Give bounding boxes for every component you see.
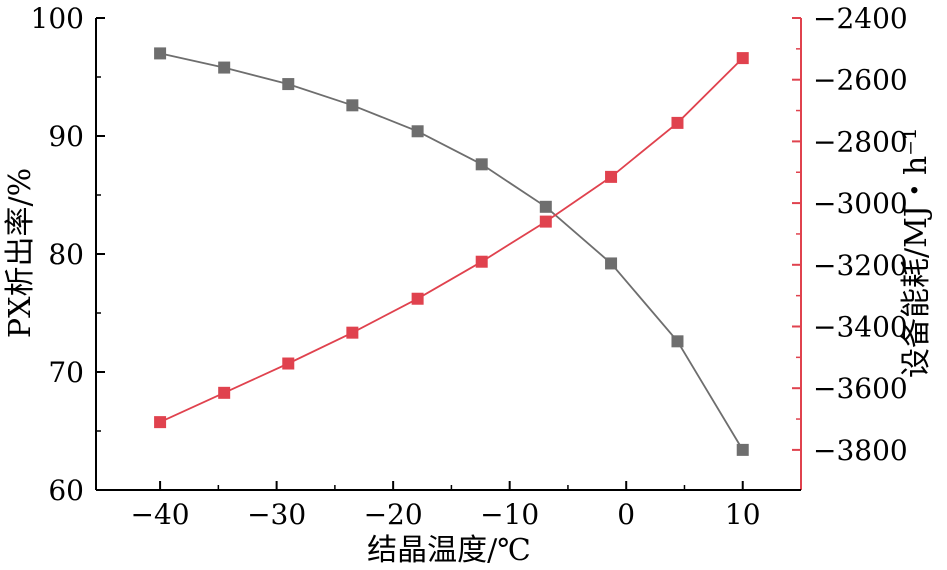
series-1-point	[346, 99, 359, 112]
series-2-point	[218, 386, 231, 399]
right-tick-label: −3400	[813, 310, 908, 343]
bottom-tick-label: −20	[364, 498, 423, 531]
series-1-point	[218, 61, 231, 74]
left-tick-label: 60	[48, 474, 84, 507]
series-1-point	[475, 158, 488, 171]
bottom-tick-label: 10	[725, 498, 761, 531]
series-1-point	[736, 443, 749, 456]
series-2-point	[605, 170, 618, 183]
left-tick-label: 70	[48, 356, 84, 389]
series-1-point	[411, 125, 424, 138]
series-1-point	[671, 335, 684, 348]
x-axis-label: 结晶温度/℃	[367, 533, 531, 568]
right-axis: −3800 −3600 −3400 −3200 −3000 −2800 −2600 −2400	[792, 2, 908, 490]
left-tick-label: 80	[48, 238, 84, 271]
series-layer	[154, 47, 749, 456]
series-1-point	[154, 47, 167, 60]
y-axis-left-label: PX析出率/%	[3, 168, 38, 338]
series-2-point	[539, 215, 552, 228]
bottom-axis: −40 −30 −20 −10 0 10	[96, 481, 801, 531]
series-2-point	[475, 255, 488, 268]
right-tick-label: −3600	[813, 372, 908, 405]
bottom-tick-label: 0	[617, 498, 635, 531]
series-2-point	[282, 357, 295, 370]
y-axis-right-label: 设备能耗/MJ・h⁻¹	[899, 128, 934, 378]
right-tick-label: −3200	[813, 249, 908, 282]
series-2-point	[736, 52, 749, 65]
right-tick-label: −3800	[813, 434, 908, 467]
bottom-tick-label: −30	[247, 498, 306, 531]
right-tick-label: −3000	[813, 187, 908, 220]
series-1-point	[539, 200, 552, 213]
right-tick-label: −2400	[813, 2, 908, 35]
left-axis: 60 70 80 90 100	[31, 2, 105, 507]
series-line-2	[159, 57, 744, 423]
series-2-point	[411, 292, 424, 305]
right-tick-label: −2800	[813, 125, 908, 158]
right-tick-label: −2600	[813, 64, 908, 97]
series-2-point	[154, 416, 167, 429]
series-1-point	[282, 78, 295, 91]
bottom-tick-label: −40	[131, 498, 190, 531]
series-2-point	[671, 116, 684, 129]
left-tick-label: 90	[48, 120, 84, 153]
bottom-tick-label: −10	[480, 498, 539, 531]
series-1-point	[605, 257, 618, 270]
series-2-point	[346, 326, 359, 339]
left-tick-label: 100	[31, 2, 84, 35]
series-line-1	[159, 52, 744, 451]
